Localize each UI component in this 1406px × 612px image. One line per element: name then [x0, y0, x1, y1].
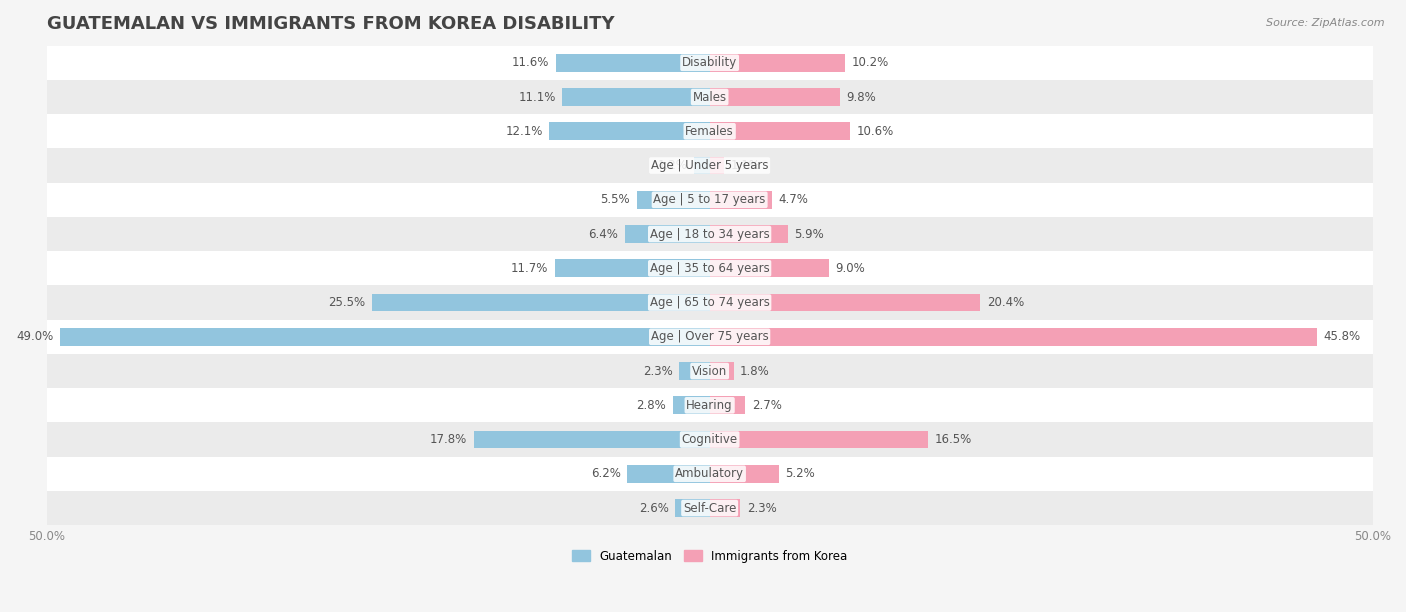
Legend: Guatemalan, Immigrants from Korea: Guatemalan, Immigrants from Korea	[568, 545, 852, 567]
Text: 1.1%: 1.1%	[731, 159, 761, 172]
Bar	[637, 191, 710, 209]
Text: 9.8%: 9.8%	[846, 91, 876, 103]
Bar	[710, 362, 734, 380]
Bar	[46, 457, 1372, 491]
Text: Ambulatory: Ambulatory	[675, 468, 744, 480]
Text: Females: Females	[685, 125, 734, 138]
Bar	[710, 88, 839, 106]
Text: Source: ZipAtlas.com: Source: ZipAtlas.com	[1267, 18, 1385, 28]
Text: Self-Care: Self-Care	[683, 502, 737, 515]
Bar	[46, 285, 1372, 319]
Text: 1.8%: 1.8%	[740, 365, 770, 378]
Text: 49.0%: 49.0%	[17, 330, 53, 343]
Text: 2.8%: 2.8%	[636, 399, 666, 412]
Bar	[710, 465, 779, 483]
Text: 2.7%: 2.7%	[752, 399, 782, 412]
Text: 20.4%: 20.4%	[987, 296, 1024, 309]
Text: 11.7%: 11.7%	[510, 262, 548, 275]
Text: Age | 18 to 34 years: Age | 18 to 34 years	[650, 228, 769, 241]
Bar	[474, 431, 710, 449]
Text: Males: Males	[693, 91, 727, 103]
Bar	[46, 354, 1372, 388]
Text: 4.7%: 4.7%	[779, 193, 808, 206]
Bar	[624, 225, 710, 243]
Text: Age | Over 75 years: Age | Over 75 years	[651, 330, 769, 343]
Bar	[710, 259, 830, 277]
Bar	[710, 54, 845, 72]
Text: 25.5%: 25.5%	[328, 296, 366, 309]
Bar	[627, 465, 710, 483]
Bar	[550, 122, 710, 140]
Text: 9.0%: 9.0%	[835, 262, 865, 275]
Text: 10.2%: 10.2%	[852, 56, 889, 69]
Text: Vision: Vision	[692, 365, 727, 378]
Bar	[46, 422, 1372, 457]
Bar	[60, 328, 710, 346]
Text: Hearing: Hearing	[686, 399, 733, 412]
Text: 5.2%: 5.2%	[785, 468, 815, 480]
Bar	[46, 149, 1372, 182]
Bar	[679, 362, 710, 380]
Text: Age | 5 to 17 years: Age | 5 to 17 years	[654, 193, 766, 206]
Bar	[693, 157, 710, 174]
Text: 5.5%: 5.5%	[600, 193, 630, 206]
Text: 11.1%: 11.1%	[519, 91, 555, 103]
Bar	[46, 182, 1372, 217]
Text: 5.9%: 5.9%	[794, 228, 824, 241]
Text: 11.6%: 11.6%	[512, 56, 550, 69]
Text: 12.1%: 12.1%	[505, 125, 543, 138]
Bar	[710, 294, 980, 312]
Bar	[46, 319, 1372, 354]
Bar	[710, 328, 1317, 346]
Text: 2.3%: 2.3%	[643, 365, 672, 378]
Text: 1.2%: 1.2%	[657, 159, 688, 172]
Bar	[554, 259, 710, 277]
Bar	[710, 431, 928, 449]
Bar	[46, 491, 1372, 525]
Text: Age | 65 to 74 years: Age | 65 to 74 years	[650, 296, 769, 309]
Bar	[46, 251, 1372, 285]
Text: Cognitive: Cognitive	[682, 433, 738, 446]
Bar	[710, 397, 745, 414]
Text: 45.8%: 45.8%	[1323, 330, 1361, 343]
Bar	[710, 499, 740, 517]
Bar	[710, 157, 724, 174]
Text: 10.6%: 10.6%	[856, 125, 894, 138]
Bar	[46, 217, 1372, 251]
Bar	[710, 225, 787, 243]
Bar	[46, 114, 1372, 149]
Bar	[46, 46, 1372, 80]
Bar	[46, 388, 1372, 422]
Bar	[710, 191, 772, 209]
Bar	[672, 397, 710, 414]
Text: 2.6%: 2.6%	[638, 502, 669, 515]
Bar	[371, 294, 710, 312]
Text: 6.4%: 6.4%	[588, 228, 619, 241]
Text: Age | Under 5 years: Age | Under 5 years	[651, 159, 769, 172]
Bar	[562, 88, 710, 106]
Bar	[555, 54, 710, 72]
Text: 2.3%: 2.3%	[747, 502, 776, 515]
Text: 16.5%: 16.5%	[935, 433, 973, 446]
Bar	[675, 499, 710, 517]
Bar	[710, 122, 851, 140]
Text: 6.2%: 6.2%	[591, 468, 621, 480]
Text: Age | 35 to 64 years: Age | 35 to 64 years	[650, 262, 769, 275]
Text: Disability: Disability	[682, 56, 737, 69]
Text: 17.8%: 17.8%	[430, 433, 467, 446]
Text: GUATEMALAN VS IMMIGRANTS FROM KOREA DISABILITY: GUATEMALAN VS IMMIGRANTS FROM KOREA DISA…	[46, 15, 614, 33]
Bar	[46, 80, 1372, 114]
